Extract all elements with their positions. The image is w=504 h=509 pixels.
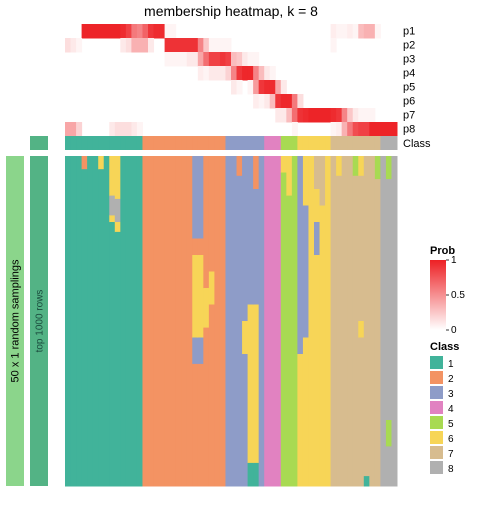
membership-heatmap: membership heatmap, k = 8 p1 p2 p3 p4 p5 p6 p7 p… [0, 0, 504, 504]
chart-title: membership heatmap, k = 8 [144, 3, 318, 19]
inner-bar-label: top 1000 rows [35, 290, 46, 353]
prob-legend-gradient [430, 260, 446, 330]
class-swatch-label: 8 [448, 464, 454, 475]
row-label: p6 [403, 96, 415, 108]
row-label: p3 [403, 54, 415, 66]
row-label: Class [403, 138, 431, 150]
prob-heatmap [65, 24, 398, 137]
class-swatch [430, 431, 443, 444]
prob-legend-tick: 1 [451, 255, 457, 266]
class-legend-title: Class [430, 341, 459, 353]
class-swatch-label: 6 [448, 434, 454, 445]
outer-bar-label: 50 x 1 random samplings [10, 259, 22, 382]
class-swatch [430, 386, 443, 399]
class-swatch [430, 356, 443, 369]
row-label: p4 [403, 68, 415, 80]
row-label: p5 [403, 82, 415, 94]
class-swatch [430, 401, 443, 414]
class-swatch [430, 371, 443, 384]
class-strip [65, 136, 398, 150]
class-swatch-label: 4 [448, 404, 454, 415]
row-label: p8 [403, 124, 415, 136]
row-label: p2 [403, 40, 415, 52]
sampling-block [65, 156, 398, 487]
row-label: p7 [403, 110, 415, 122]
prob-legend-tick: 0.5 [451, 290, 465, 301]
class-swatch-label: 7 [448, 449, 454, 460]
class-swatch-label: 1 [448, 359, 454, 370]
class-swatch [430, 416, 443, 429]
class-swatch [430, 446, 443, 459]
class-swatch-label: 5 [448, 419, 454, 430]
prob-legend-tick: 0 [451, 325, 457, 336]
class-swatch-label: 2 [448, 374, 454, 385]
class-swatch [430, 461, 443, 474]
class-swatch-label: 3 [448, 389, 454, 400]
row-label: p1 [403, 26, 415, 38]
